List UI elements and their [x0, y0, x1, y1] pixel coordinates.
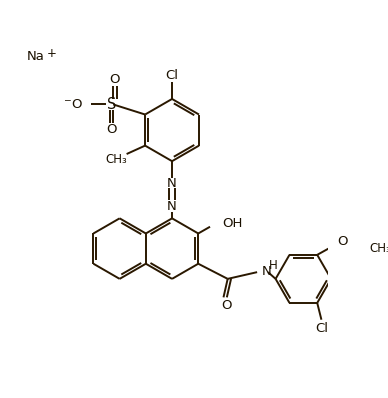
- Text: O: O: [221, 299, 231, 312]
- Text: +: +: [47, 47, 57, 60]
- Text: N: N: [167, 178, 177, 190]
- Text: $^{-}$O: $^{-}$O: [63, 98, 83, 111]
- Text: Cl: Cl: [315, 322, 328, 335]
- Text: O: O: [106, 123, 117, 136]
- Text: O: O: [338, 235, 348, 248]
- Text: N: N: [261, 265, 271, 278]
- Text: Na: Na: [27, 50, 45, 63]
- Text: S: S: [107, 97, 116, 112]
- Text: N: N: [167, 200, 177, 213]
- Text: Cl: Cl: [166, 69, 178, 82]
- Text: H: H: [269, 259, 278, 272]
- Text: OH: OH: [222, 217, 242, 230]
- Text: CH₃: CH₃: [369, 242, 388, 255]
- Text: O: O: [109, 73, 120, 86]
- Text: CH₃: CH₃: [106, 152, 127, 166]
